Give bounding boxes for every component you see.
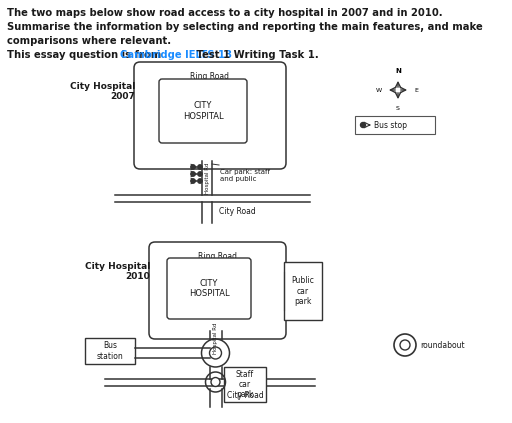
Text: Staff
car
park: Staff car park bbox=[236, 370, 253, 399]
Text: Cambridge IELTS 13: Cambridge IELTS 13 bbox=[120, 50, 232, 60]
Text: City Road: City Road bbox=[227, 391, 264, 400]
Circle shape bbox=[209, 347, 222, 359]
Text: N: N bbox=[395, 68, 401, 74]
Bar bbox=[85, 338, 135, 364]
Text: roundabout: roundabout bbox=[420, 341, 464, 349]
Text: Ring Road: Ring Road bbox=[198, 252, 237, 261]
Text: City Hospital
2007: City Hospital 2007 bbox=[70, 82, 135, 102]
FancyBboxPatch shape bbox=[167, 258, 251, 319]
Text: City Road: City Road bbox=[219, 207, 255, 216]
Text: Car park: staff
and public: Car park: staff and public bbox=[220, 169, 270, 182]
Text: Summarise the information by selecting and reporting the main features, and make: Summarise the information by selecting a… bbox=[7, 22, 483, 32]
Circle shape bbox=[191, 179, 195, 183]
Bar bbox=[355, 116, 435, 134]
Text: Bus
station: Bus station bbox=[97, 341, 123, 361]
Text: Hospital Rd: Hospital Rd bbox=[213, 322, 218, 354]
Text: The two maps below show road access to a city hospital in 2007 and in 2010.: The two maps below show road access to a… bbox=[7, 8, 443, 18]
Circle shape bbox=[198, 172, 202, 176]
Circle shape bbox=[191, 172, 195, 176]
Text: This essay question is from: This essay question is from bbox=[7, 50, 165, 60]
FancyBboxPatch shape bbox=[159, 79, 247, 143]
Text: CITY
HOSPITAL: CITY HOSPITAL bbox=[183, 101, 223, 121]
Circle shape bbox=[198, 179, 202, 183]
Circle shape bbox=[191, 165, 195, 169]
Bar bbox=[284, 262, 322, 320]
Text: Test 1 Writing Task 1.: Test 1 Writing Task 1. bbox=[194, 50, 319, 60]
Text: Bus stop: Bus stop bbox=[374, 121, 407, 129]
Text: Public
car
park: Public car park bbox=[291, 276, 314, 306]
Circle shape bbox=[198, 165, 202, 169]
Bar bbox=[224, 367, 266, 402]
FancyBboxPatch shape bbox=[134, 62, 286, 169]
Circle shape bbox=[360, 123, 366, 127]
FancyBboxPatch shape bbox=[149, 242, 286, 339]
Text: Ring Road: Ring Road bbox=[190, 72, 229, 81]
Circle shape bbox=[400, 340, 410, 350]
Text: W: W bbox=[376, 88, 382, 93]
Circle shape bbox=[211, 377, 220, 387]
Text: E: E bbox=[414, 88, 418, 93]
Text: S: S bbox=[396, 106, 400, 111]
Text: Hospital Rd: Hospital Rd bbox=[204, 162, 209, 194]
Text: City Hospital
2010: City Hospital 2010 bbox=[84, 262, 150, 281]
Text: CITY
HOSPITAL: CITY HOSPITAL bbox=[189, 279, 229, 298]
Text: comparisons where relevant.: comparisons where relevant. bbox=[7, 36, 171, 46]
